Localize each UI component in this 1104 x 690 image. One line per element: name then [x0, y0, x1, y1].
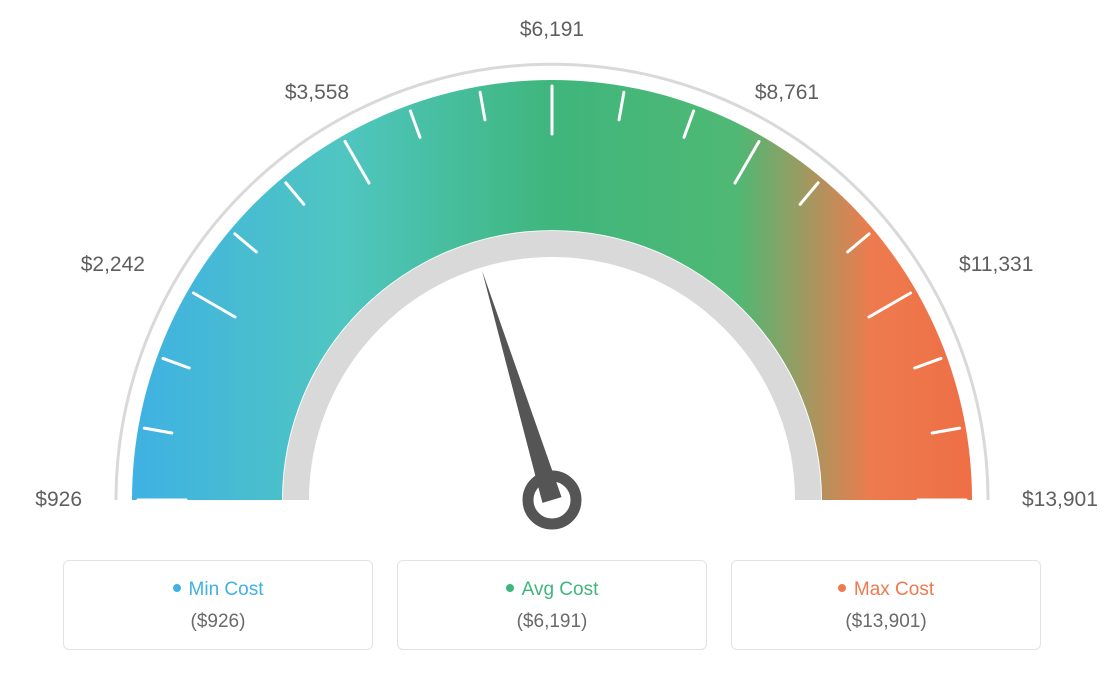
legend-title-text: Min Cost [189, 579, 264, 600]
legend-value-min: ($926) [74, 611, 362, 633]
gauge-needle [482, 270, 562, 502]
legend-row: Min Cost ($926) Avg Cost ($6,191) Max Co… [0, 560, 1104, 670]
gauge-tick-label: $3,558 [285, 81, 349, 104]
gauge-arc [132, 80, 972, 500]
dot-icon [173, 584, 181, 592]
gauge-tick-label: $2,242 [81, 253, 145, 276]
legend-title-max: Max Cost [742, 579, 1030, 601]
legend-card-min: Min Cost ($926) [63, 560, 373, 650]
legend-title-avg: Avg Cost [408, 579, 696, 601]
legend-title-min: Min Cost [74, 579, 362, 601]
gauge-svg: $926 $2,242 $3,558 $6,191 $8,761 $11,331 $13,9… [0, 0, 1104, 560]
legend-title-text: Max Cost [854, 579, 934, 600]
legend-card-avg: Avg Cost ($6,191) [397, 560, 707, 650]
legend-title-text: Avg Cost [522, 579, 599, 600]
gauge-tick-label: $13,901 [1022, 488, 1098, 511]
legend-value-avg: ($6,191) [408, 611, 696, 633]
gauge-chart: $926 $2,242 $3,558 $6,191 $8,761 $11,331 $13,9… [0, 0, 1104, 560]
gauge-tick-label: $11,331 [959, 253, 1033, 276]
gauge-tick-label: $6,191 [520, 18, 584, 41]
gauge-tick-label: $8,761 [755, 81, 819, 104]
dot-icon [506, 584, 514, 592]
gauge-tick-label: $926 [35, 488, 82, 511]
legend-value-max: ($13,901) [742, 611, 1030, 633]
legend-card-max: Max Cost ($13,901) [731, 560, 1041, 650]
dot-icon [838, 584, 846, 592]
